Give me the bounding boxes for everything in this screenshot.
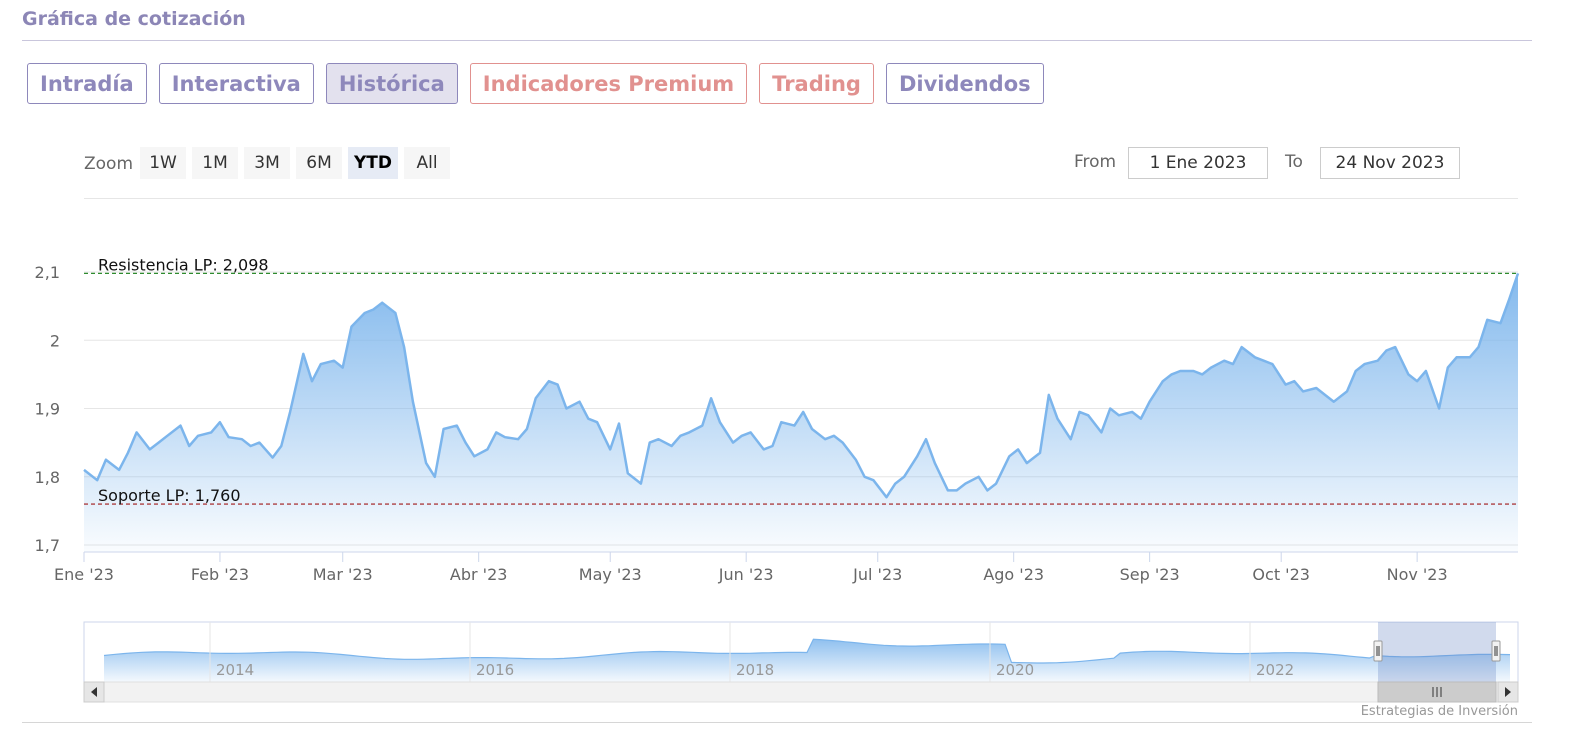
navigator-tick-label: 2022	[1256, 661, 1294, 679]
handle-body	[1373, 640, 1383, 662]
chart-credits: Estrategias de Inversión	[1360, 704, 1518, 719]
zoom-6m-button[interactable]: 6M	[296, 147, 342, 179]
zoom-buttons: 1W 1M 3M 6M YTD All	[140, 147, 451, 179]
axes: 2,1 2 1,9 1,8 1,7 Ene '23 Feb '23 Mar '23 Abr '2…	[35, 263, 1518, 584]
scrollbar-left-arrow[interactable]	[83, 681, 105, 703]
x-tick-label: Jul '23	[852, 565, 902, 584]
support-label: Soporte LP: 1,760	[98, 486, 241, 505]
y-tick-label: 1,9	[35, 400, 60, 419]
range-from-label: From	[1074, 152, 1117, 172]
x-tick-label: May '23	[579, 565, 642, 584]
navigator-right-handle[interactable]	[1491, 640, 1501, 662]
tab-intradia[interactable]: Intradía	[27, 63, 147, 104]
navigator: 2014 2016 2018 2020 2022	[83, 621, 1519, 703]
zoom-label: Zoom	[84, 154, 134, 174]
series-area-layer	[83, 272, 1520, 552]
zoom-all-button[interactable]: All	[404, 147, 451, 179]
navigator-selection	[1378, 622, 1496, 682]
y-tick-label: 1,7	[35, 536, 60, 555]
navigator-left-handle[interactable]	[1373, 640, 1383, 662]
x-tick-label: Jun '23	[718, 565, 774, 584]
tab-historica[interactable]: Histórica	[325, 63, 458, 104]
x-tick-label: Oct '23	[1252, 565, 1310, 584]
range-from-input[interactable]: 1 Ene 2023	[1128, 147, 1268, 179]
zoom-ytd-button[interactable]: YTD	[348, 147, 399, 179]
navigator-line	[103, 638, 1511, 664]
scrollbar-right-arrow[interactable]	[1497, 681, 1519, 703]
zoom-1m-button[interactable]: 1M	[192, 147, 238, 179]
range-to-input[interactable]: 24 Nov 2023	[1320, 147, 1460, 179]
x-tick-label: Feb '23	[191, 565, 249, 584]
tab-trading[interactable]: Trading	[759, 63, 874, 104]
x-tick-label: Nov '23	[1387, 565, 1448, 584]
handle-body	[1491, 640, 1501, 662]
navigator-tick-label: 2016	[476, 661, 514, 679]
footer-divider	[22, 722, 1532, 723]
tab-interactiva[interactable]: Interactiva	[158, 63, 314, 104]
section-title: Gráfica de cotización	[22, 8, 246, 30]
zoom-1w-button[interactable]: 1W	[140, 147, 186, 179]
x-tick-label: Ago '23	[983, 565, 1044, 584]
y-tick-label: 2,1	[35, 263, 60, 282]
tab-indicadores-premium[interactable]: Indicadores Premium	[469, 63, 748, 104]
toolbar-divider	[84, 198, 1518, 199]
chevron-left-icon	[91, 687, 97, 697]
x-tick-label: Abr '23	[450, 565, 508, 584]
title-divider	[22, 40, 1532, 41]
navigator-tick-label: 2014	[216, 661, 254, 679]
scrollbar-track	[83, 681, 1519, 703]
navigator-scrollbar	[83, 681, 1519, 703]
chevron-right-icon	[1505, 687, 1511, 697]
x-tick-label: Ene '23	[54, 565, 114, 584]
series-line	[83, 272, 1520, 499]
y-tick-label: 2	[50, 331, 60, 350]
y-tick-label: 1,8	[35, 468, 60, 487]
tab-dividendos[interactable]: Dividendos	[885, 63, 1044, 104]
zoom-3m-button[interactable]: 3M	[244, 147, 290, 179]
x-tick-label: Mar '23	[313, 565, 373, 584]
series-area	[84, 273, 1518, 552]
range-to-label: To	[1285, 152, 1303, 172]
navigator-area	[104, 639, 1510, 682]
navigator-tick-label: 2020	[996, 661, 1034, 679]
navigator-tick-label: 2018	[736, 661, 774, 679]
chart-type-tabs: Intradía Interactiva Histórica Indicador…	[27, 63, 1044, 104]
x-tick-label: Sep '23	[1120, 565, 1180, 584]
resistance-label: Resistencia LP: 2,098	[98, 255, 269, 274]
reference-lines: Resistencia LP: 2,098 Soporte LP: 1,760	[84, 255, 1518, 505]
